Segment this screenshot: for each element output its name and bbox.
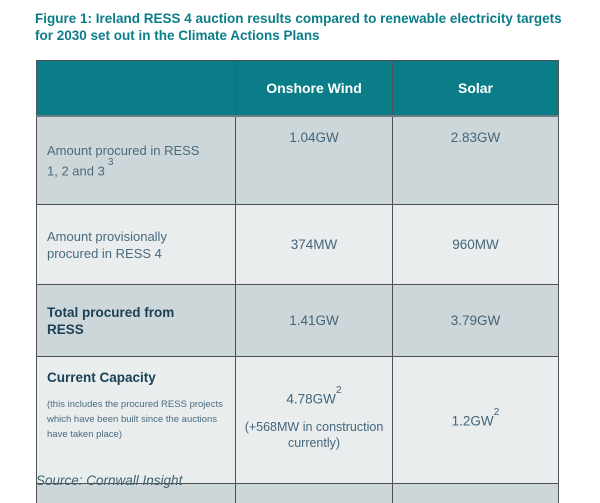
header-onshore-wind: Onshore Wind [235,60,393,117]
table-row-ress-123: Amount procured in RESS 1, 2 and 33 1.04… [36,115,559,205]
label-current-capacity-note: (this includes the procured RESS project… [47,399,223,440]
value-target-solar: 8GW [392,483,559,503]
footnote-marker-3: 3 [107,156,114,168]
value-capacity-onshore-note: (+568MW in construction currently) [244,420,384,451]
label-ress-123-text: Amount procured in RESS 1, 2 and 3 [47,142,200,179]
table-row-ress-4: Amount provisionally procured in RESS 4 … [36,204,559,285]
value-capacity-onshore-number: 4.78GW [286,391,336,407]
header-empty-cell [36,60,236,117]
label-ress-123: Amount procured in RESS 1, 2 and 33 [36,115,236,205]
header-solar: Solar [392,60,559,117]
label-current-capacity-title: Current Capacity [47,370,156,385]
value-capacity-solar: 1.2GW2 [392,356,559,484]
value-ress4-onshore: 374MW [235,204,393,285]
table-row-total: Total procured from RESS 1.41GW 3.79GW [36,284,559,357]
figure-title: Figure 1: Ireland RESS 4 auction results… [35,11,562,43]
value-total-solar: 3.79GW [392,284,559,357]
value-capacity-onshore-main: 4.78GW2 [244,384,384,407]
label-ress-4: Amount provisionally procured in RESS 4 [36,204,236,285]
footnote-marker-2-solar: 2 [493,406,500,419]
value-target-onshore: 9GW [235,483,393,503]
table-header-row: Onshore Wind Solar [36,60,559,117]
label-current-capacity: Current Capacity (this includes the proc… [36,356,236,484]
value-ress123-onshore: 1.04GW [235,115,393,205]
value-capacity-onshore: 4.78GW2 (+568MW in construction currentl… [235,356,393,484]
source-caption: Source: Cornwall Insight [36,473,183,488]
value-capacity-solar-number: 1.2GW [451,413,494,429]
value-total-onshore: 1.41GW [235,284,393,357]
value-ress123-solar: 2.83GW [392,115,559,205]
label-government-target: Government Target [36,483,236,503]
table-row-current-capacity: Current Capacity (this includes the proc… [36,356,559,484]
label-total-procured: Total procured from RESS [36,284,236,357]
footnote-marker-2-onshore: 2 [335,383,342,396]
value-ress4-solar: 960MW [392,204,559,285]
ress-results-table: Onshore Wind Solar Amount procured in RE… [36,60,559,503]
table-row-government-target: Government Target 9GW 8GW [36,483,559,503]
